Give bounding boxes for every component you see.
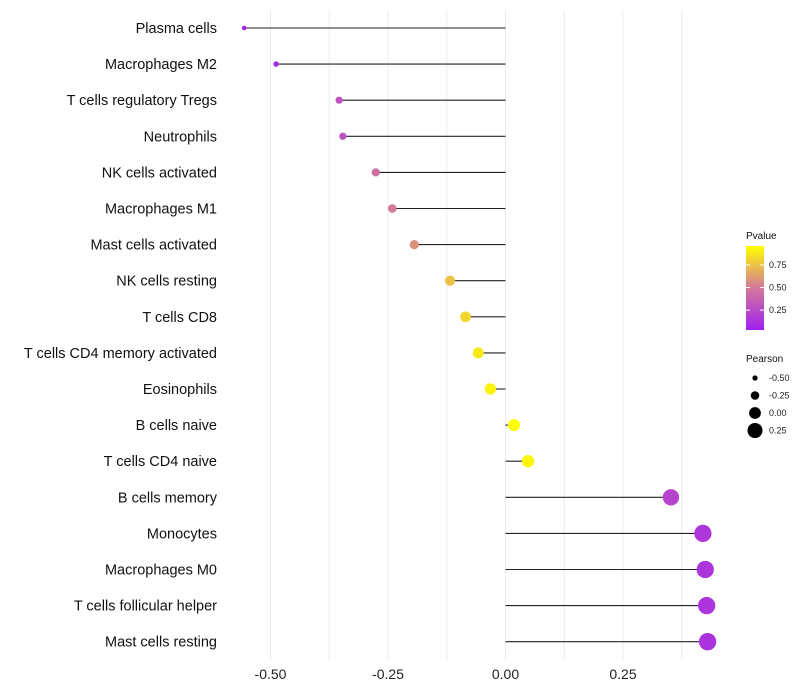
size-legend-dot	[747, 422, 763, 439]
category-label: B cells memory	[118, 490, 218, 506]
point	[273, 61, 279, 67]
category-label: Monocytes	[147, 526, 217, 542]
colorbar-tick-label: 0.25	[769, 305, 787, 315]
point	[241, 25, 247, 31]
point	[696, 560, 714, 579]
pearson-legend: Pearson -0.50 -0.25 0.00 0.25	[746, 354, 790, 439]
category-label: Eosinophils	[143, 382, 217, 398]
category-labels: Plasma cells Macrophages M2 T cells regula…	[24, 21, 218, 651]
colorbar-tick-label: 0.50	[769, 283, 787, 293]
point	[698, 633, 717, 651]
x-tick-label: -0.25	[372, 666, 404, 682]
gridlines	[270, 10, 683, 660]
size-legend-label: -0.50	[769, 373, 790, 383]
point	[335, 96, 343, 104]
category-label: T cells CD4 naive	[104, 454, 217, 470]
size-legend-dot	[749, 407, 761, 419]
category-label: NK cells activated	[102, 165, 217, 181]
point	[697, 596, 716, 615]
x-tick-label: -0.50	[255, 666, 287, 682]
x-tick-label: 0.00	[492, 666, 519, 682]
point	[472, 347, 484, 359]
category-label: Mast cells activated	[90, 238, 217, 254]
pvalue-colorbar	[746, 246, 764, 330]
size-legend-label: -0.25	[769, 391, 790, 401]
x-tick-label: 0.25	[609, 666, 636, 682]
point	[694, 524, 712, 543]
pearson-legend-title: Pearson	[746, 354, 783, 365]
category-label: T cells follicular helper	[74, 599, 217, 615]
point	[484, 383, 497, 395]
size-legend-dot	[752, 375, 758, 381]
size-legend-label: 0.00	[769, 408, 787, 418]
category-label: NK cells resting	[116, 274, 217, 290]
x-axis-tick-labels: -0.50 -0.25 0.00 0.25	[255, 666, 637, 682]
category-label: Plasma cells	[136, 21, 217, 37]
point	[409, 239, 419, 250]
category-label: Macrophages M0	[105, 563, 217, 579]
size-legend-dot	[750, 391, 760, 400]
category-label: B cells naive	[136, 418, 217, 434]
category-label: Mast cells resting	[105, 635, 217, 651]
lollipop-stems	[244, 27, 708, 643]
point	[662, 489, 680, 506]
colorbar-tick-label: 0.75	[769, 260, 787, 270]
lollipop-points	[241, 25, 717, 651]
pvalue-legend-title: Pvalue	[746, 231, 777, 242]
category-label: Macrophages M1	[105, 202, 217, 218]
point	[444, 275, 456, 286]
category-label: Macrophages M2	[105, 57, 217, 73]
point	[460, 311, 471, 323]
category-label: Neutrophils	[144, 129, 217, 145]
point	[387, 204, 397, 213]
category-label: T cells CD8	[142, 310, 217, 326]
point	[521, 454, 535, 468]
pvalue-legend: Pvalue 0.75 0.50 0.25	[746, 231, 787, 330]
point	[339, 132, 347, 140]
category-label: T cells regulatory Tregs	[67, 93, 217, 109]
size-legend-label: 0.25	[769, 426, 787, 436]
category-label: T cells CD4 memory activated	[24, 346, 217, 362]
point	[507, 419, 520, 432]
point	[371, 168, 380, 177]
